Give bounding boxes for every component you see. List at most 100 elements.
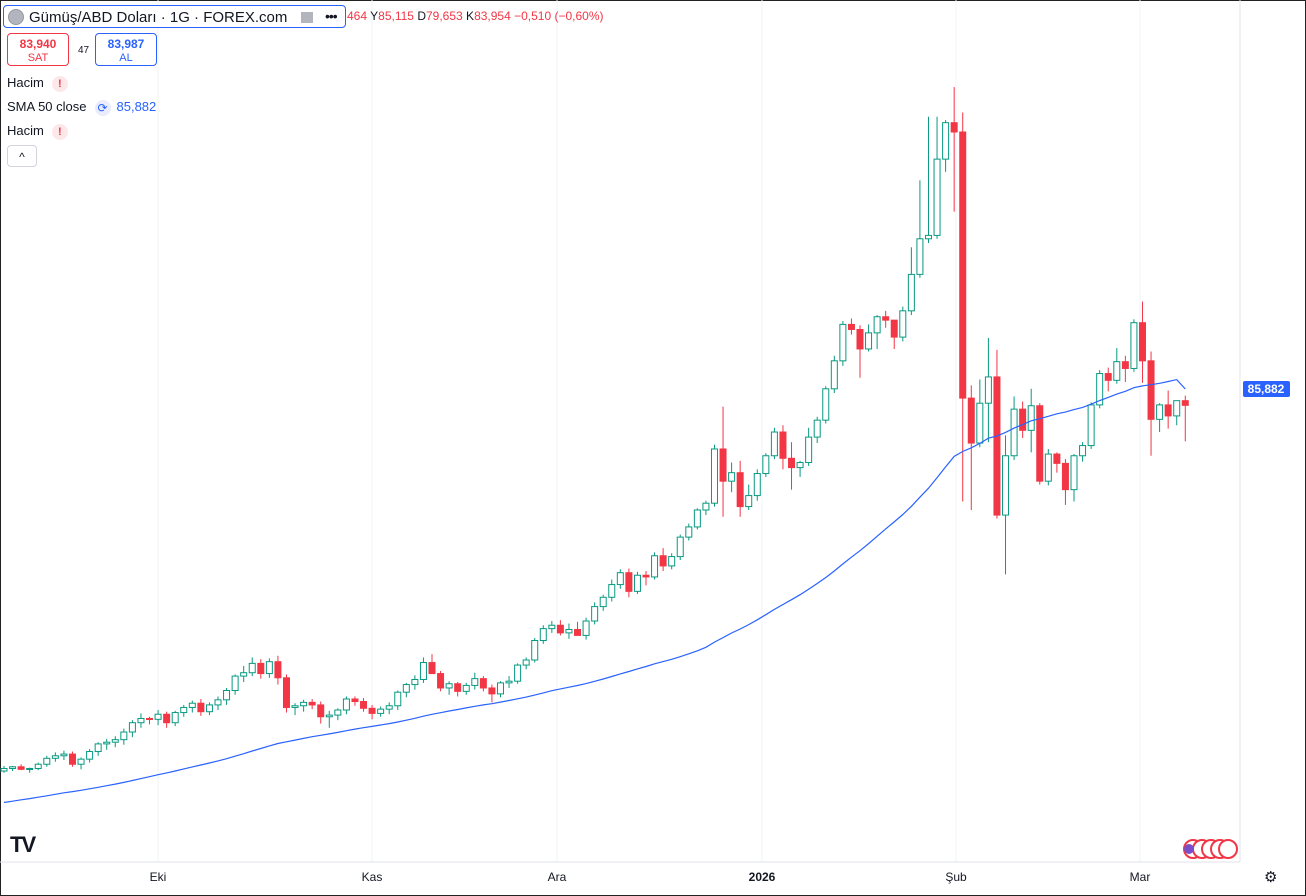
sync-icon[interactable]: ⟳	[94, 99, 111, 116]
candle-body	[847, 323, 855, 330]
candle-body	[1164, 404, 1172, 417]
candle-body	[505, 680, 513, 684]
candle-body	[94, 743, 102, 753]
candle-body	[770, 431, 778, 457]
x-tick-label: Mar	[1130, 870, 1151, 884]
candle-body	[950, 122, 958, 133]
candle-body	[1010, 408, 1018, 457]
candle-body	[445, 683, 453, 689]
candle-body	[736, 472, 744, 508]
more-icon[interactable]: •••	[325, 8, 338, 24]
candle-body	[531, 640, 539, 661]
candle-body	[668, 556, 676, 567]
candle-body	[26, 767, 34, 770]
buy-label: AL	[119, 52, 133, 64]
candle-body	[0, 767, 8, 772]
candle-body	[146, 717, 154, 720]
candle-body	[248, 662, 256, 674]
candle-body	[128, 722, 136, 733]
candle-body	[676, 536, 684, 558]
collapse-legend-button[interactable]: ^	[7, 145, 37, 167]
candle-body	[762, 455, 770, 475]
ohlc-low: 79,653	[426, 9, 463, 23]
indicator-sma[interactable]: SMA 50 close ⟳ 85,882	[7, 99, 156, 116]
chevron-up-icon: ^	[19, 150, 25, 164]
candle-body	[274, 661, 282, 679]
candle-body	[839, 323, 847, 362]
ohlc-readout: 464 Y85,115 D79,653 K83,954 −0,510 (−0,6…	[347, 9, 604, 23]
candle-body	[9, 766, 17, 769]
sell-button[interactable]: 83,940 SAT	[7, 33, 69, 66]
symbol-icon[interactable]	[8, 9, 24, 25]
candle-body	[291, 705, 299, 708]
candle-body	[137, 717, 145, 724]
candle-body	[77, 758, 85, 765]
candle-body	[522, 659, 530, 666]
candle-body	[43, 757, 51, 765]
candle-body	[993, 376, 1001, 516]
x-tick-label: Ara	[548, 870, 567, 884]
warning-icon[interactable]: !	[51, 76, 68, 92]
warning-icon[interactable]: !	[51, 124, 68, 140]
candle-body	[197, 702, 205, 713]
candle-body	[659, 555, 667, 567]
sell-price: 83,940	[19, 37, 57, 51]
candle-body	[265, 661, 273, 675]
candle-body	[17, 766, 25, 770]
candle-body	[1138, 322, 1146, 362]
candle-body	[1027, 405, 1035, 431]
sma-price-label: 85,882	[1248, 382, 1285, 396]
candle-body	[822, 388, 830, 421]
sell-label: SAT	[27, 52, 49, 64]
candle-body	[1061, 462, 1069, 491]
symbol-title[interactable]: Gümüş/ABD Doları · 1G · FOREX.com	[29, 9, 288, 26]
candle-body	[462, 684, 470, 692]
candle-body	[1087, 404, 1095, 447]
candle-body	[745, 495, 753, 508]
square-icon[interactable]	[301, 12, 313, 23]
candle-body	[933, 158, 941, 236]
candle-body	[565, 628, 573, 634]
candle-body	[1156, 404, 1164, 420]
candle-body	[924, 234, 932, 240]
candle-body	[882, 316, 890, 321]
indicator-volume-1[interactable]: Hacim!	[7, 75, 68, 92]
x-tick-label: Şub	[945, 870, 967, 884]
candle-body	[633, 574, 641, 592]
tradingview-logo[interactable]: TV	[10, 832, 36, 857]
candle-body	[1104, 373, 1112, 381]
symbol-search-box[interactable]: Gümüş/ABD Doları · 1G · FOREX.com •••	[3, 5, 346, 28]
candle-body	[539, 628, 547, 642]
candle-body	[1053, 453, 1061, 464]
indicator-volume-2[interactable]: Hacim!	[7, 123, 68, 140]
event-flags-icon[interactable]	[1182, 838, 1238, 860]
candle-body	[976, 402, 984, 444]
candle-body	[796, 462, 804, 469]
candle-body	[240, 672, 248, 677]
candle-body	[111, 739, 119, 743]
candle-body	[514, 664, 522, 682]
candle-body	[86, 751, 94, 760]
candle-body	[180, 706, 188, 714]
candle-body	[548, 624, 556, 630]
candle-body	[223, 690, 231, 701]
buy-button[interactable]: 83,987 AL	[95, 33, 157, 66]
candle-body	[890, 319, 898, 338]
ohlc-open: 464	[347, 9, 368, 23]
candle-body	[702, 502, 710, 511]
candle-body	[1036, 405, 1044, 482]
candle-body	[368, 707, 376, 714]
candle-body	[856, 328, 864, 350]
gear-icon[interactable]: ⚙	[1264, 869, 1278, 886]
candle-body	[685, 526, 693, 538]
candle-body	[454, 683, 462, 692]
candle-body	[394, 691, 402, 707]
candle-body	[582, 620, 590, 636]
candle-body	[591, 606, 599, 622]
candle-body	[342, 698, 350, 711]
candle-body	[865, 332, 873, 350]
candle-body	[608, 584, 616, 598]
candle-body	[625, 572, 633, 592]
x-tick-label: Kas	[362, 870, 383, 884]
